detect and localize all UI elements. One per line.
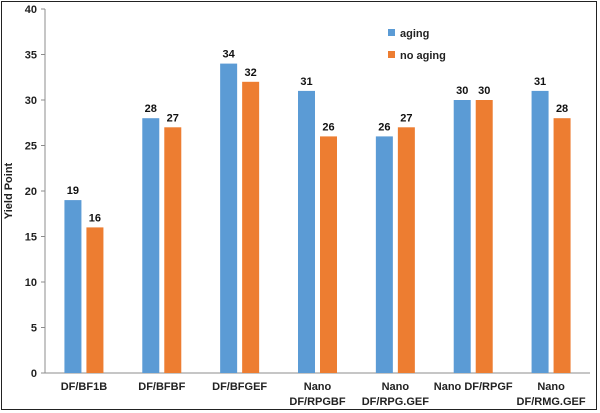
y-tick-label: 40 [25,4,37,16]
data-label: 28 [556,103,568,115]
y-tick-label: 20 [25,186,37,198]
x-tick-label: DF/BF1B [61,381,108,393]
data-label: 27 [167,112,179,124]
legend-label: aging [400,28,429,40]
bar [64,200,82,373]
legend-label: no aging [400,50,446,62]
y-tick-label: 15 [25,232,37,244]
y-axis-label: Yield Point [3,162,15,219]
x-tick-label: Nano [537,381,565,393]
x-tick-label: Nano [382,381,410,393]
bar [142,118,160,373]
data-label: 26 [378,121,390,133]
data-label: 30 [478,85,490,97]
x-tick-label: DF/RPGBF [289,396,346,408]
x-tick-label: Nano [304,381,332,393]
x-tick-label: DF/RMG.GEF [517,396,586,408]
data-label: 30 [456,85,468,97]
x-tick-label: DF/BFGEF [212,381,267,393]
y-tick-label: 35 [25,50,37,62]
legend-swatch [388,29,395,36]
data-label: 32 [245,67,257,79]
data-label: 26 [322,121,334,133]
data-label: 16 [89,212,101,224]
x-tick-label: DF/RPG.GEF [362,396,430,408]
y-tick-label: 30 [25,95,37,107]
legend-swatch [388,51,395,58]
bar [242,81,260,374]
data-label: 19 [67,185,79,197]
y-tick-label: 5 [31,323,37,335]
x-tick-label: DF/BFBF [138,381,185,393]
bar [375,136,393,373]
bar [397,127,415,373]
bar [531,90,549,374]
bar [453,100,471,373]
bar [320,136,337,373]
data-label: 31 [534,76,546,88]
bar [220,63,238,373]
y-tick-label: 25 [25,141,37,153]
data-label: 31 [300,76,312,88]
bar [86,227,104,373]
data-label: 34 [223,49,236,61]
data-label: 28 [145,103,157,115]
bar [164,127,182,373]
bar [475,100,493,373]
bar [553,118,571,373]
bar [298,90,315,374]
y-tick-label: 0 [31,368,37,380]
x-tick-label: Nano DF/RPGF [434,381,513,393]
y-tick-label: 10 [25,277,37,289]
data-label: 27 [400,112,412,124]
